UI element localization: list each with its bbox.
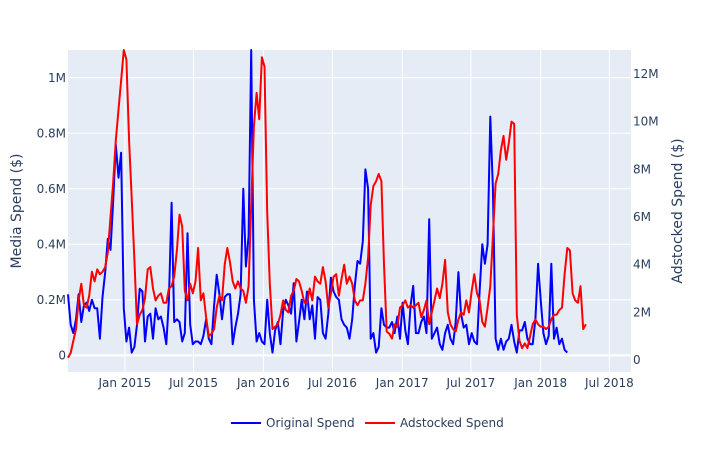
y-right-tick-label: 10M — [633, 115, 659, 129]
legend: Original Spend Adstocked Spend — [231, 416, 504, 430]
x-tick-label: Jul 2017 — [445, 376, 495, 390]
y-right-tick-label: 4M — [633, 258, 651, 272]
x-tick-label: Jan 2016 — [236, 376, 290, 390]
y-left-tick-label: 0.8M — [37, 126, 66, 140]
y-left-axis-title: Media Spend ($) — [9, 154, 25, 269]
y-left-tick-label: 0 — [58, 348, 66, 362]
x-tick-label: Jul 2016 — [307, 376, 357, 390]
y-left-tick-label: 0.6M — [37, 182, 66, 196]
x-tick-label: Jul 2018 — [584, 376, 634, 390]
tick-layer: Jan 2015 Jul 2015 Jan 2016 Jul 2016 Jan 2017… — [37, 67, 659, 390]
x-tick-label: Jan 2015 — [97, 376, 151, 390]
legend-label-adstocked-spend: Adstocked Spend — [400, 416, 504, 430]
grid-layer — [68, 50, 631, 372]
y-right-tick-label: 6M — [633, 210, 651, 224]
y-right-tick-label: 8M — [633, 162, 651, 176]
series-layer — [67, 49, 587, 359]
y-right-tick-label: 2M — [633, 305, 651, 319]
plot-area — [68, 50, 631, 372]
y-left-tick-label: 0.4M — [37, 237, 66, 251]
y-right-axis-title: Adstocked Spend ($) — [670, 138, 686, 283]
x-tick-label: Jul 2015 — [168, 376, 218, 390]
legend-label-original-spend: Original Spend — [266, 416, 355, 430]
y-right-tick-label: 12M — [633, 67, 659, 81]
series-line-original-spend — [67, 49, 569, 354]
legend-item-original-spend[interactable]: Original Spend — [231, 416, 355, 430]
y-left-tick-label: 1M — [48, 71, 66, 85]
x-tick-label: Jan 2017 — [375, 376, 429, 390]
y-right-tick-label: 0 — [633, 353, 641, 367]
series-line-adstocked-spend — [67, 49, 587, 359]
x-tick-label: Jan 2018 — [513, 376, 567, 390]
legend-item-adstocked-spend[interactable]: Adstocked Spend — [365, 416, 504, 430]
y-left-tick-label: 0.2M — [37, 293, 66, 307]
